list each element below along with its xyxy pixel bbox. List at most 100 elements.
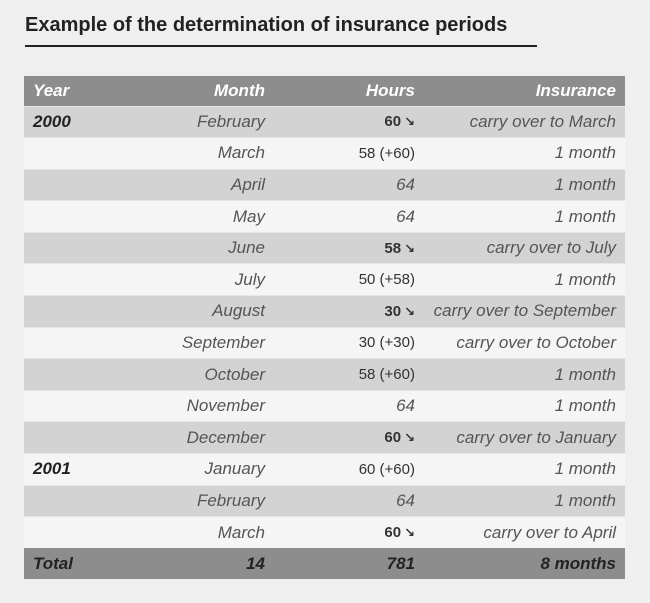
hours-value: 58 — [384, 239, 402, 257]
total-row: Total 14 781 8 months — [24, 548, 625, 580]
hours-value: 60 — [384, 524, 402, 542]
hours-value: 64 — [396, 396, 415, 416]
insurance-cell: 1 month — [424, 358, 625, 391]
header-hours: Hours — [274, 76, 424, 106]
year-cell — [24, 263, 134, 296]
hours-cell: 58 ↘ — [274, 232, 424, 264]
hours-value: 60 — [384, 429, 402, 447]
table-row: May 64 1 month — [24, 200, 625, 233]
hours-cell: 64 — [274, 390, 424, 422]
month-cell: June — [134, 232, 274, 264]
month-cell: March — [134, 516, 274, 549]
insurance-cell: 1 month — [424, 485, 625, 517]
table-header-row: Year Month Hours Insurance — [24, 76, 625, 106]
hours-value: 64 — [396, 174, 415, 194]
table-row: December 60 ↘ carry over to January — [24, 421, 625, 454]
table-row: June 58 ↘ carry over to July — [24, 232, 625, 264]
table-row: February 64 1 month — [24, 485, 625, 517]
hours-cell: 60 ↘ — [274, 421, 424, 454]
month-cell: April — [134, 169, 274, 201]
table-row: October 58 (+60) 1 month — [24, 358, 625, 391]
hours-value: 58 (+60) — [358, 144, 415, 162]
year-cell — [24, 295, 134, 328]
insurance-cell: carry over to March — [424, 106, 625, 138]
insurance-cell: 1 month — [424, 169, 625, 201]
total-months: 14 — [134, 548, 274, 580]
hours-cell: 64 — [274, 200, 424, 233]
hours-value: 60 (+60) — [358, 460, 415, 478]
hours-value: 60 — [384, 113, 402, 131]
month-cell: September — [134, 327, 274, 359]
year-cell — [24, 169, 134, 201]
month-cell: November — [134, 390, 274, 422]
arrow-down-right-icon: ↘ — [404, 525, 415, 541]
table-row: April 64 1 month — [24, 169, 625, 201]
month-cell: December — [134, 421, 274, 454]
insurance-cell: carry over to September — [424, 295, 625, 328]
year-cell — [24, 232, 134, 264]
month-cell: August — [134, 295, 274, 328]
hours-value: 64 — [396, 490, 415, 510]
table-row: March 60 ↘ carry over to April — [24, 516, 625, 549]
hours-value: 58 (+60) — [358, 366, 415, 384]
arrow-down-right-icon: ↘ — [404, 303, 415, 319]
hours-value: 50 (+58) — [358, 271, 415, 289]
title-underline — [25, 45, 537, 47]
hours-cell: 64 — [274, 485, 424, 517]
total-label: Total — [24, 548, 134, 580]
hours-cell: 60 ↘ — [274, 106, 424, 138]
insurance-cell: 1 month — [424, 263, 625, 296]
year-cell: 2001 — [24, 453, 134, 486]
insurance-cell: carry over to July — [424, 232, 625, 264]
table-row: August 30 ↘ carry over to September — [24, 295, 625, 328]
month-cell: July — [134, 263, 274, 296]
table-row: July 50 (+58) 1 month — [24, 263, 625, 296]
year-cell — [24, 327, 134, 359]
arrow-down-right-icon: ↘ — [404, 240, 415, 256]
hours-cell: 60 ↘ — [274, 516, 424, 549]
insurance-cell: carry over to October — [424, 327, 625, 359]
hours-cell: 50 (+58) — [274, 263, 424, 296]
insurance-cell: 1 month — [424, 137, 625, 170]
table-row: March 58 (+60) 1 month — [24, 137, 625, 170]
header-insurance: Insurance — [424, 76, 625, 106]
header-year: Year — [24, 76, 134, 106]
year-cell — [24, 516, 134, 549]
table-row: 2001 January 60 (+60) 1 month — [24, 453, 625, 486]
year-cell — [24, 421, 134, 454]
total-hours: 781 — [274, 548, 424, 580]
table-row: November 64 1 month — [24, 390, 625, 422]
insurance-periods-table: Year Month Hours Insurance 2000 February 6… — [24, 76, 625, 580]
insurance-cell: 1 month — [424, 453, 625, 486]
arrow-down-right-icon: ↘ — [404, 114, 415, 130]
hours-value: 30 (+30) — [358, 334, 415, 352]
total-insurance: 8 months — [424, 548, 625, 580]
month-cell: October — [134, 358, 274, 391]
month-cell: March — [134, 137, 274, 170]
year-cell — [24, 390, 134, 422]
insurance-cell: 1 month — [424, 390, 625, 422]
table-body: 2000 February 60 ↘ carry over to March March 5… — [24, 106, 625, 549]
month-cell: February — [134, 106, 274, 138]
arrow-down-right-icon: ↘ — [404, 430, 415, 446]
year-cell — [24, 137, 134, 170]
hours-cell: 58 (+60) — [274, 358, 424, 391]
month-cell: January — [134, 453, 274, 486]
year-cell — [24, 358, 134, 391]
table-row: September 30 (+30) carry over to October — [24, 327, 625, 359]
hours-cell: 64 — [274, 169, 424, 201]
hours-value: 30 — [384, 302, 402, 320]
hours-cell: 58 (+60) — [274, 137, 424, 170]
hours-value: 64 — [396, 206, 415, 226]
year-cell — [24, 485, 134, 517]
insurance-cell: carry over to January — [424, 421, 625, 454]
insurance-cell: carry over to April — [424, 516, 625, 549]
table-row: 2000 February 60 ↘ carry over to March — [24, 106, 625, 138]
month-cell: May — [134, 200, 274, 233]
hours-cell: 30 ↘ — [274, 295, 424, 328]
page-title: Example of the determination of insuranc… — [25, 14, 508, 36]
header-month: Month — [134, 76, 274, 106]
year-cell — [24, 200, 134, 233]
month-cell: February — [134, 485, 274, 517]
year-cell: 2000 — [24, 106, 134, 138]
